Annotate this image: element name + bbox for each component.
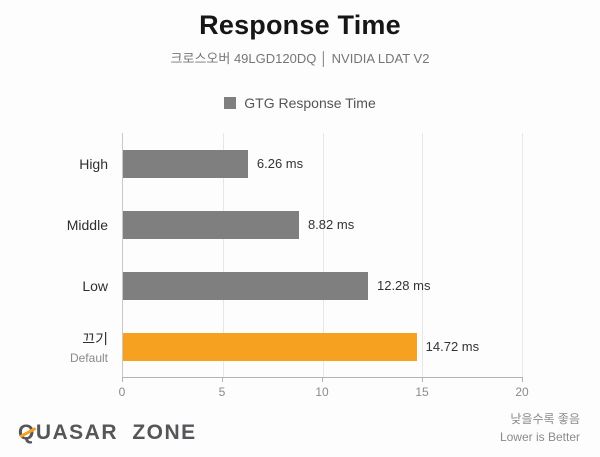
bar-high bbox=[123, 149, 248, 178]
x-axis: 0 5 10 15 20 bbox=[118, 377, 529, 404]
bar-row: 8.82 ms bbox=[123, 194, 522, 255]
chart-header: Response Time 크로스오버 49LGD120DQ │ NVIDIA … bbox=[0, 0, 600, 67]
plot-area: 6.26 ms 8.82 ms 12.28 ms 14.72 ms 0 5 10 15… bbox=[118, 133, 529, 404]
note-english: Lower is Better bbox=[499, 430, 580, 445]
axis-tick bbox=[322, 377, 323, 382]
bar-row: 6.26 ms bbox=[123, 133, 522, 194]
axis-tick-label: 0 bbox=[118, 385, 126, 399]
axis-tick-label: 5 bbox=[218, 385, 226, 399]
quasarzone-logo: QUASAR ZONE bbox=[18, 421, 197, 444]
axis-tick bbox=[522, 377, 523, 382]
axis-tick bbox=[422, 377, 423, 382]
axis-tick-label: 20 bbox=[515, 385, 529, 399]
axis-tick-label: 10 bbox=[315, 385, 329, 399]
category-label: High bbox=[79, 155, 108, 172]
legend: GTG Response Time bbox=[0, 95, 600, 111]
gridlines bbox=[123, 133, 523, 377]
axis-tick bbox=[222, 377, 223, 382]
bar-middle bbox=[123, 210, 299, 239]
legend-label: GTG Response Time bbox=[244, 95, 376, 111]
footer-note: 낮을수록 좋음 Lower is Better bbox=[500, 410, 580, 447]
bars-area: 6.26 ms 8.82 ms 12.28 ms 14.72 ms bbox=[122, 133, 523, 377]
category-label: Low bbox=[82, 277, 108, 294]
category-axis: High Middle Low 끄기 Default bbox=[20, 133, 122, 404]
category-label: 끄기 Default bbox=[69, 330, 108, 365]
legend-swatch-icon bbox=[224, 97, 237, 109]
bar-low bbox=[123, 271, 368, 300]
note-korean: 낮을수록 좋음 bbox=[510, 411, 580, 426]
bar-row: 12.28 ms bbox=[123, 255, 522, 316]
axis-tick-label: 15 bbox=[415, 385, 429, 399]
page-title: Response Time bbox=[199, 10, 401, 40]
bar-off-default bbox=[123, 332, 417, 361]
bar-row: 14.72 ms bbox=[123, 316, 522, 377]
footer-logo: QUASAR ZONE bbox=[18, 421, 197, 445]
axis-tick bbox=[122, 377, 123, 382]
value-label: 12.28 ms bbox=[376, 278, 431, 293]
chart-subtitle: 크로스오버 49LGD120DQ │ NVIDIA LDAT V2 bbox=[170, 51, 430, 66]
value-label: 6.26 ms bbox=[256, 156, 304, 171]
bar-chart: High Middle Low 끄기 Default 6.26 ms bbox=[20, 133, 529, 404]
value-label: 14.72 ms bbox=[425, 339, 480, 354]
category-label: Middle bbox=[66, 216, 108, 233]
value-label: 8.82 ms bbox=[307, 217, 355, 232]
